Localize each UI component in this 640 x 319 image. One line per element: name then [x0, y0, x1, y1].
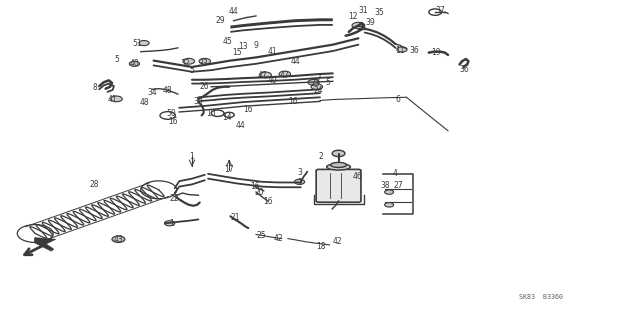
Text: 38: 38 — [380, 181, 390, 190]
Text: 34: 34 — [147, 88, 157, 97]
Text: 2: 2 — [319, 152, 324, 161]
Text: 22: 22 — [170, 194, 179, 203]
Circle shape — [199, 58, 211, 64]
Text: 26: 26 — [200, 82, 210, 91]
Text: 23: 23 — [310, 79, 320, 88]
Circle shape — [260, 72, 271, 78]
Text: 47: 47 — [280, 71, 290, 80]
Text: 17: 17 — [224, 165, 234, 174]
Circle shape — [352, 22, 365, 29]
Text: 41: 41 — [267, 47, 277, 56]
Text: 19: 19 — [431, 48, 442, 57]
Text: 16: 16 — [168, 117, 178, 126]
Text: 49: 49 — [267, 76, 277, 85]
Text: 13: 13 — [238, 42, 248, 51]
Text: 46: 46 — [352, 172, 362, 181]
Ellipse shape — [326, 164, 351, 170]
Circle shape — [385, 190, 394, 194]
Text: 21: 21 — [231, 213, 240, 222]
Text: 44: 44 — [235, 121, 245, 130]
Text: 37: 37 — [435, 6, 445, 15]
Text: 31: 31 — [358, 6, 369, 15]
Text: 15: 15 — [232, 48, 242, 57]
Text: 39: 39 — [365, 19, 375, 27]
Text: 43: 43 — [113, 235, 124, 244]
Ellipse shape — [331, 162, 346, 167]
Text: 12: 12 — [349, 12, 358, 21]
Circle shape — [332, 150, 345, 157]
Circle shape — [308, 79, 319, 85]
Text: 48: 48 — [163, 86, 173, 95]
FancyBboxPatch shape — [316, 169, 361, 202]
Text: 35: 35 — [374, 8, 384, 17]
Circle shape — [112, 236, 125, 242]
Text: 5: 5 — [189, 66, 195, 75]
Text: 5: 5 — [114, 55, 119, 63]
Circle shape — [129, 61, 140, 66]
Text: 44: 44 — [228, 7, 239, 16]
Text: 36: 36 — [459, 65, 469, 74]
Polygon shape — [35, 238, 56, 251]
Circle shape — [139, 41, 149, 46]
Text: 18: 18 — [317, 242, 326, 251]
Text: SK83  B3360: SK83 B3360 — [519, 294, 563, 300]
Circle shape — [385, 203, 394, 207]
Text: 16: 16 — [250, 182, 260, 191]
Text: 32: 32 — [180, 59, 191, 68]
Text: 16: 16 — [243, 105, 253, 114]
Text: 16: 16 — [262, 197, 273, 206]
Text: 42: 42 — [273, 234, 284, 243]
Text: 1: 1 — [297, 178, 302, 187]
Text: 5: 5 — [325, 78, 330, 87]
Text: 1: 1 — [169, 219, 174, 228]
Text: 44: 44 — [291, 57, 301, 66]
Text: 14: 14 — [222, 113, 232, 122]
Text: 41: 41 — [107, 95, 117, 104]
Text: 8: 8 — [92, 83, 97, 92]
Text: 20: 20 — [254, 189, 264, 197]
Text: 48: 48 — [139, 98, 149, 107]
Text: 6: 6 — [396, 95, 401, 104]
Text: 51: 51 — [132, 39, 143, 48]
Text: 36: 36 — [410, 46, 420, 55]
Text: 30: 30 — [193, 97, 204, 106]
Text: 9: 9 — [253, 41, 259, 50]
Circle shape — [397, 47, 407, 52]
Text: 4: 4 — [393, 169, 398, 178]
Circle shape — [164, 221, 175, 226]
Text: 42: 42 — [333, 237, 343, 246]
Text: 11: 11 — [396, 46, 404, 55]
Text: 50: 50 — [166, 109, 177, 118]
Circle shape — [111, 96, 122, 102]
Text: 40: 40 — [129, 59, 140, 68]
Text: 27: 27 — [393, 181, 403, 190]
Text: 47: 47 — [257, 71, 268, 80]
Text: 3: 3 — [297, 168, 302, 177]
Text: 29: 29 — [216, 16, 226, 25]
Text: 10: 10 — [206, 109, 216, 118]
Text: 33: 33 — [198, 59, 209, 68]
Text: 16: 16 — [288, 97, 298, 106]
Text: 45: 45 — [222, 37, 232, 46]
Circle shape — [279, 71, 291, 77]
Text: 1: 1 — [189, 152, 195, 161]
Text: 28: 28 — [90, 180, 99, 189]
Circle shape — [311, 84, 323, 90]
Circle shape — [294, 179, 305, 184]
Circle shape — [183, 58, 195, 64]
Text: 24: 24 — [314, 86, 324, 95]
Text: 25: 25 — [256, 231, 266, 240]
Text: 7: 7 — [316, 73, 321, 82]
